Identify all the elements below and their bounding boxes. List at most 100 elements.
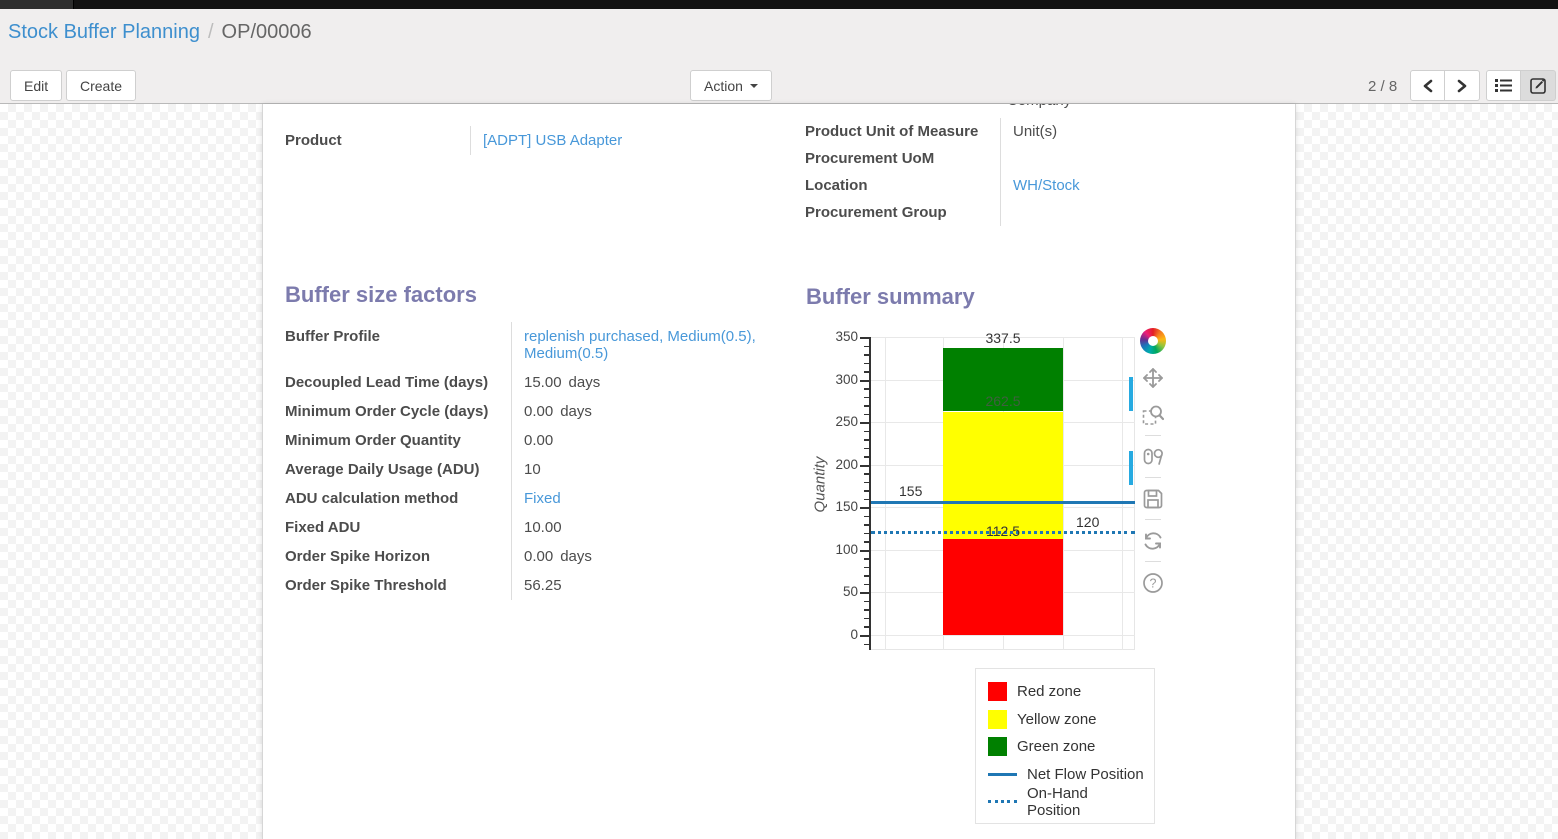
y-minor-tick <box>864 515 869 518</box>
y-major-tick <box>860 464 869 467</box>
top-bar-left-segment <box>0 0 74 9</box>
field-value-dlt: 15.00 <box>524 374 562 391</box>
reset-tool-button[interactable] <box>1140 528 1166 554</box>
product-group: Product [ADPT] USB Adapter <box>285 126 745 155</box>
y-minor-tick <box>864 532 869 535</box>
on-hand-position-line <box>871 530 1135 534</box>
info-group: Product Unit of Measure Unit(s) Procurem… <box>805 118 1277 226</box>
breadcrumb-link[interactable]: Stock Buffer Planning <box>8 21 200 43</box>
toolbar-separator <box>1145 519 1161 520</box>
save-tool-button[interactable] <box>1140 486 1166 512</box>
field-label-buffer-profile: Buffer Profile <box>285 322 512 368</box>
legend-label: Yellow zone <box>1017 710 1097 728</box>
pan-tool-button[interactable] <box>1140 365 1166 391</box>
y-minor-tick <box>864 396 869 399</box>
field-value-fixed-adu: 10.00 <box>524 519 562 536</box>
field-label-adu-method: ADU calculation method <box>285 484 512 513</box>
field-value-location[interactable]: WH/Stock <box>1013 177 1080 194</box>
form-view-button[interactable] <box>1521 70 1556 101</box>
toolbar-separator <box>1145 435 1161 436</box>
chart-value-label: 155 <box>899 483 923 500</box>
y-major-tick <box>860 592 869 595</box>
legend-item: Red zone <box>988 678 1144 706</box>
y-minor-tick <box>864 413 869 416</box>
y-major-tick <box>860 337 869 339</box>
y-minor-tick <box>864 617 869 620</box>
y-minor-tick <box>864 566 869 569</box>
y-major-tick <box>860 422 869 425</box>
field-suffix-dlt: days <box>568 374 601 391</box>
field-value-product[interactable]: [ADPT] USB Adapter <box>483 132 623 149</box>
y-major-tick <box>860 507 869 510</box>
red-zone-bar <box>943 539 1063 635</box>
field-label-min-order-cycle: Minimum Order Cycle (days) <box>285 397 512 426</box>
legend-label: Red zone <box>1017 683 1082 701</box>
y-major-tick <box>860 549 869 552</box>
page-background: Company Product [ADPT] USB Adapter Produ… <box>0 104 1558 839</box>
field-value-buffer-profile[interactable]: replenish purchased, Medium(0.5), Medium… <box>524 328 756 362</box>
chart-value-label: 112.5 <box>986 523 1020 540</box>
toolbar-separator <box>1145 561 1161 562</box>
toolbar-separator <box>1145 477 1161 478</box>
edit-form-icon <box>1529 78 1546 94</box>
help-icon: ? <box>1143 573 1163 593</box>
y-minor-tick <box>864 541 869 543</box>
pager-next-button[interactable] <box>1445 70 1480 101</box>
y-tick-label: 50 <box>842 584 858 600</box>
x-gridline <box>885 337 886 650</box>
y-gridline <box>871 337 1135 338</box>
pager-prev-button[interactable] <box>1410 70 1445 101</box>
hover-tool-button[interactable] <box>1140 444 1166 470</box>
help-tool-button[interactable]: ? <box>1140 570 1166 596</box>
field-value-min-order-qty: 0.00 <box>524 432 554 449</box>
chart-plot: 337.5 262.5 112.5 155 120 <box>871 330 1135 650</box>
hover-icon <box>1143 448 1163 465</box>
breadcrumb-current: OP/00006 <box>221 21 312 43</box>
y-tick-label: 0 <box>850 627 858 642</box>
legend-swatch <box>988 682 1007 702</box>
chart-value-label: 262.5 <box>985 392 1021 409</box>
top-black-bar <box>0 0 1558 9</box>
chart-legend: Red zone Yellow zone Green zone Net Flow Po… <box>975 668 1155 824</box>
field-label-location: Location <box>805 172 1001 199</box>
view-switcher <box>1486 70 1556 101</box>
y-minor-tick <box>864 583 869 586</box>
y-major-tick <box>860 379 869 382</box>
list-view-button[interactable] <box>1486 70 1521 101</box>
net-flow-position-line <box>871 501 1135 505</box>
active-tool-indicator <box>1129 451 1133 485</box>
y-minor-tick <box>864 626 869 628</box>
chevron-right-icon <box>1457 79 1467 92</box>
field-label-min-order-qty: Minimum Order Quantity <box>285 426 512 455</box>
active-tool-indicator <box>1129 377 1133 411</box>
breadcrumb-separator: / <box>207 21 214 43</box>
field-suffix-spike-horizon: days <box>560 548 592 565</box>
buffer-size-factors-title: Buffer size factors <box>285 282 477 307</box>
box-zoom-tool-button[interactable] <box>1140 402 1166 428</box>
legend-item: Green zone <box>988 733 1144 761</box>
edit-button[interactable]: Edit <box>10 70 63 101</box>
bokeh-logo-icon[interactable] <box>1140 328 1166 354</box>
field-value-adu-method[interactable]: Fixed <box>524 490 561 507</box>
x-gridline <box>1063 337 1064 650</box>
action-dropdown-button[interactable]: Action <box>690 70 772 101</box>
field-label-dlt: Decoupled Lead Time (days) <box>285 368 512 397</box>
clipped-top-row: Company <box>1007 104 1071 111</box>
y-minor-tick <box>864 430 869 433</box>
y-minor-tick <box>864 447 869 450</box>
control-panel: Stock Buffer Planning / OP/00006 Edit Crea… <box>0 9 1558 104</box>
legend-label: On-Hand Position <box>1027 784 1088 819</box>
y-minor-tick <box>864 481 869 484</box>
field-label-fixed-adu: Fixed ADU <box>285 513 512 542</box>
y-minor-tick <box>864 524 869 526</box>
field-label-procurement-uom: Procurement UoM <box>805 145 1001 172</box>
field-value-product-uom: Unit(s) <box>1013 123 1058 140</box>
create-button[interactable]: Create <box>66 70 137 101</box>
yellow-zone-bar <box>943 411 1063 540</box>
reset-refresh-icon <box>1144 532 1162 550</box>
y-tick-label: 100 <box>835 541 858 557</box>
y-tick-label: 150 <box>835 499 858 515</box>
plot-border <box>1134 337 1135 650</box>
field-value-procurement-uom <box>1001 145 1277 172</box>
save-disk-icon <box>1143 489 1163 509</box>
